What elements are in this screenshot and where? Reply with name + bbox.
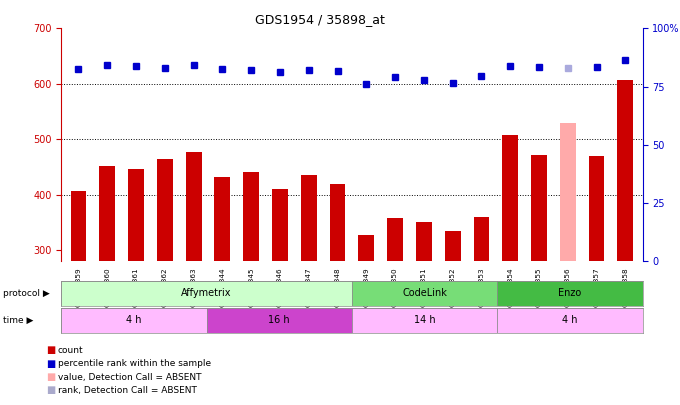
Text: Enzo: Enzo: [558, 288, 581, 298]
Bar: [352, 281, 497, 306]
Text: percentile rank within the sample: percentile rank within the sample: [58, 359, 211, 368]
Text: 14 h: 14 h: [413, 315, 435, 325]
Text: ■: ■: [46, 345, 56, 355]
Bar: [497, 308, 643, 333]
Text: rank, Detection Call = ABSENT: rank, Detection Call = ABSENT: [58, 386, 197, 395]
Bar: [387, 218, 403, 261]
Bar: [503, 135, 518, 261]
Text: 4 h: 4 h: [126, 315, 141, 325]
Bar: [352, 308, 497, 333]
Bar: [358, 234, 374, 261]
Text: Affymetrix: Affymetrix: [182, 288, 232, 298]
Text: CodeLink: CodeLink: [402, 288, 447, 298]
Bar: [330, 183, 345, 261]
Bar: [560, 123, 576, 261]
Text: ■: ■: [46, 372, 56, 382]
Bar: [445, 231, 460, 261]
Bar: [617, 81, 633, 261]
Text: value, Detection Call = ABSENT: value, Detection Call = ABSENT: [58, 373, 201, 382]
Bar: [272, 189, 288, 261]
Text: ■: ■: [46, 386, 56, 395]
Text: time ▶: time ▶: [3, 316, 34, 325]
Bar: [71, 191, 86, 261]
Text: 4 h: 4 h: [562, 315, 578, 325]
Text: protocol ▶: protocol ▶: [3, 289, 50, 298]
Text: 16 h: 16 h: [269, 315, 290, 325]
Bar: [416, 222, 432, 261]
Text: GDS1954 / 35898_at: GDS1954 / 35898_at: [255, 13, 384, 26]
Bar: [497, 281, 643, 306]
Bar: [473, 217, 490, 261]
Bar: [589, 156, 605, 261]
Text: ■: ■: [46, 359, 56, 369]
Bar: [186, 152, 201, 261]
Bar: [301, 175, 317, 261]
Bar: [207, 308, 352, 333]
Text: count: count: [58, 346, 84, 355]
Bar: [99, 166, 115, 261]
Bar: [61, 281, 352, 306]
Bar: [243, 172, 259, 261]
Bar: [157, 159, 173, 261]
Bar: [531, 155, 547, 261]
Bar: [214, 177, 231, 261]
Bar: [128, 168, 144, 261]
Bar: [61, 308, 207, 333]
